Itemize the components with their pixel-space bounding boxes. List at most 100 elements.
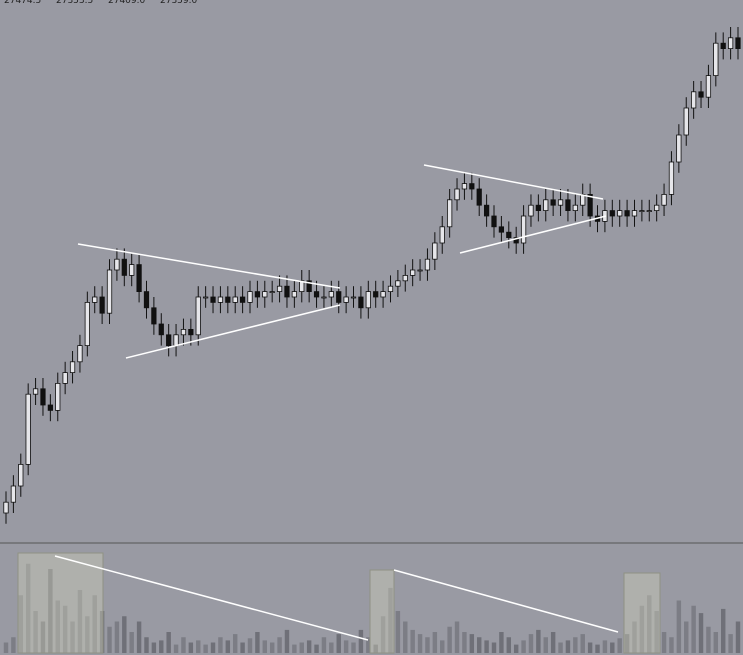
volume-bar <box>513 644 519 653</box>
volume-bar <box>159 640 164 653</box>
volume-bar <box>366 637 371 653</box>
candle-body <box>668 161 675 195</box>
volume-bar <box>3 642 9 653</box>
volume-bar <box>528 634 534 653</box>
volume-bar <box>70 621 75 653</box>
candle-body <box>402 274 408 282</box>
volume-bar <box>491 642 497 653</box>
volume-bar <box>336 634 341 653</box>
candle-body <box>32 388 39 395</box>
volume-bar <box>720 608 726 653</box>
candle-body <box>40 388 46 406</box>
candle-body <box>92 296 98 303</box>
volume-bar <box>684 621 689 653</box>
volume-bar <box>136 621 142 653</box>
volume-bar <box>661 632 667 653</box>
candle-body <box>166 334 172 346</box>
volume-bar <box>358 629 364 653</box>
candle-body <box>299 280 305 292</box>
candle-body <box>565 199 571 212</box>
candle-body <box>136 264 142 293</box>
volume-bar <box>218 637 223 653</box>
volume-bar <box>306 640 312 653</box>
candle-body <box>158 323 164 336</box>
candle-body <box>47 404 53 411</box>
volume-bar <box>565 640 571 653</box>
candle-body <box>624 210 630 217</box>
volume-bar <box>62 605 68 653</box>
volume-bar <box>188 642 194 653</box>
candle-body <box>691 91 697 109</box>
trend-line <box>54 555 369 641</box>
candle-body <box>572 204 578 211</box>
candle-body <box>69 361 76 373</box>
volume-bar <box>403 621 408 653</box>
candle-body <box>520 215 527 244</box>
volume-bar <box>240 642 245 653</box>
candle-body <box>84 301 90 346</box>
candle-body <box>713 42 719 77</box>
candle-body <box>654 204 660 211</box>
volume-bar <box>269 642 275 653</box>
candle-body <box>239 296 246 303</box>
candle-body <box>321 296 327 299</box>
volume-bar <box>521 640 526 653</box>
candle-body <box>210 296 216 303</box>
candle-body <box>676 134 682 163</box>
candle-body <box>180 328 187 336</box>
volume-bar <box>173 644 179 653</box>
candle-body <box>609 210 615 217</box>
candle-body <box>269 291 275 294</box>
candle-body <box>447 199 453 228</box>
candle-body <box>62 372 68 384</box>
volume-bar <box>225 640 231 653</box>
candle-body <box>410 269 416 276</box>
candle-body <box>336 291 342 303</box>
volume-bar <box>506 637 512 653</box>
volume-bar <box>617 638 622 653</box>
volume-bar <box>166 632 171 653</box>
volume-bar <box>351 642 356 653</box>
volume-bar <box>321 637 327 653</box>
volume-bar <box>632 621 637 653</box>
annotations <box>17 164 661 654</box>
volume-bar <box>654 611 659 653</box>
candle-body <box>513 237 519 244</box>
candle-body <box>203 296 209 299</box>
volume-bar <box>624 634 630 653</box>
candle-body <box>173 334 179 346</box>
candle-body <box>313 291 320 298</box>
volume-bar <box>196 640 201 653</box>
volume-bar <box>484 640 489 653</box>
candle-body <box>469 183 475 190</box>
volume-bar <box>277 637 282 653</box>
volume-bar <box>247 638 253 653</box>
candle-body <box>631 210 638 217</box>
volume-bar <box>676 600 682 653</box>
volume-bar <box>543 637 548 653</box>
candle-body <box>10 485 17 503</box>
candle-body <box>343 296 349 303</box>
candle-body <box>254 291 261 298</box>
candle-body <box>476 188 482 206</box>
volume-bar <box>499 632 504 653</box>
candle-body <box>395 280 401 287</box>
volume-bar <box>454 621 460 653</box>
volume-bar <box>107 626 112 653</box>
candle-body <box>25 393 31 465</box>
volume-bar <box>440 640 445 653</box>
candle-body <box>143 291 150 309</box>
volume-bar <box>48 569 53 653</box>
candle-body <box>121 258 127 276</box>
candle-body <box>491 215 497 228</box>
volume-bar <box>395 611 401 653</box>
candle-body <box>720 42 726 50</box>
candle-body <box>639 210 645 213</box>
candle-body <box>683 107 689 136</box>
volume-bar <box>292 644 297 653</box>
volume-bar <box>99 611 105 653</box>
volume-bar <box>114 621 120 653</box>
volume-bar <box>647 595 652 653</box>
